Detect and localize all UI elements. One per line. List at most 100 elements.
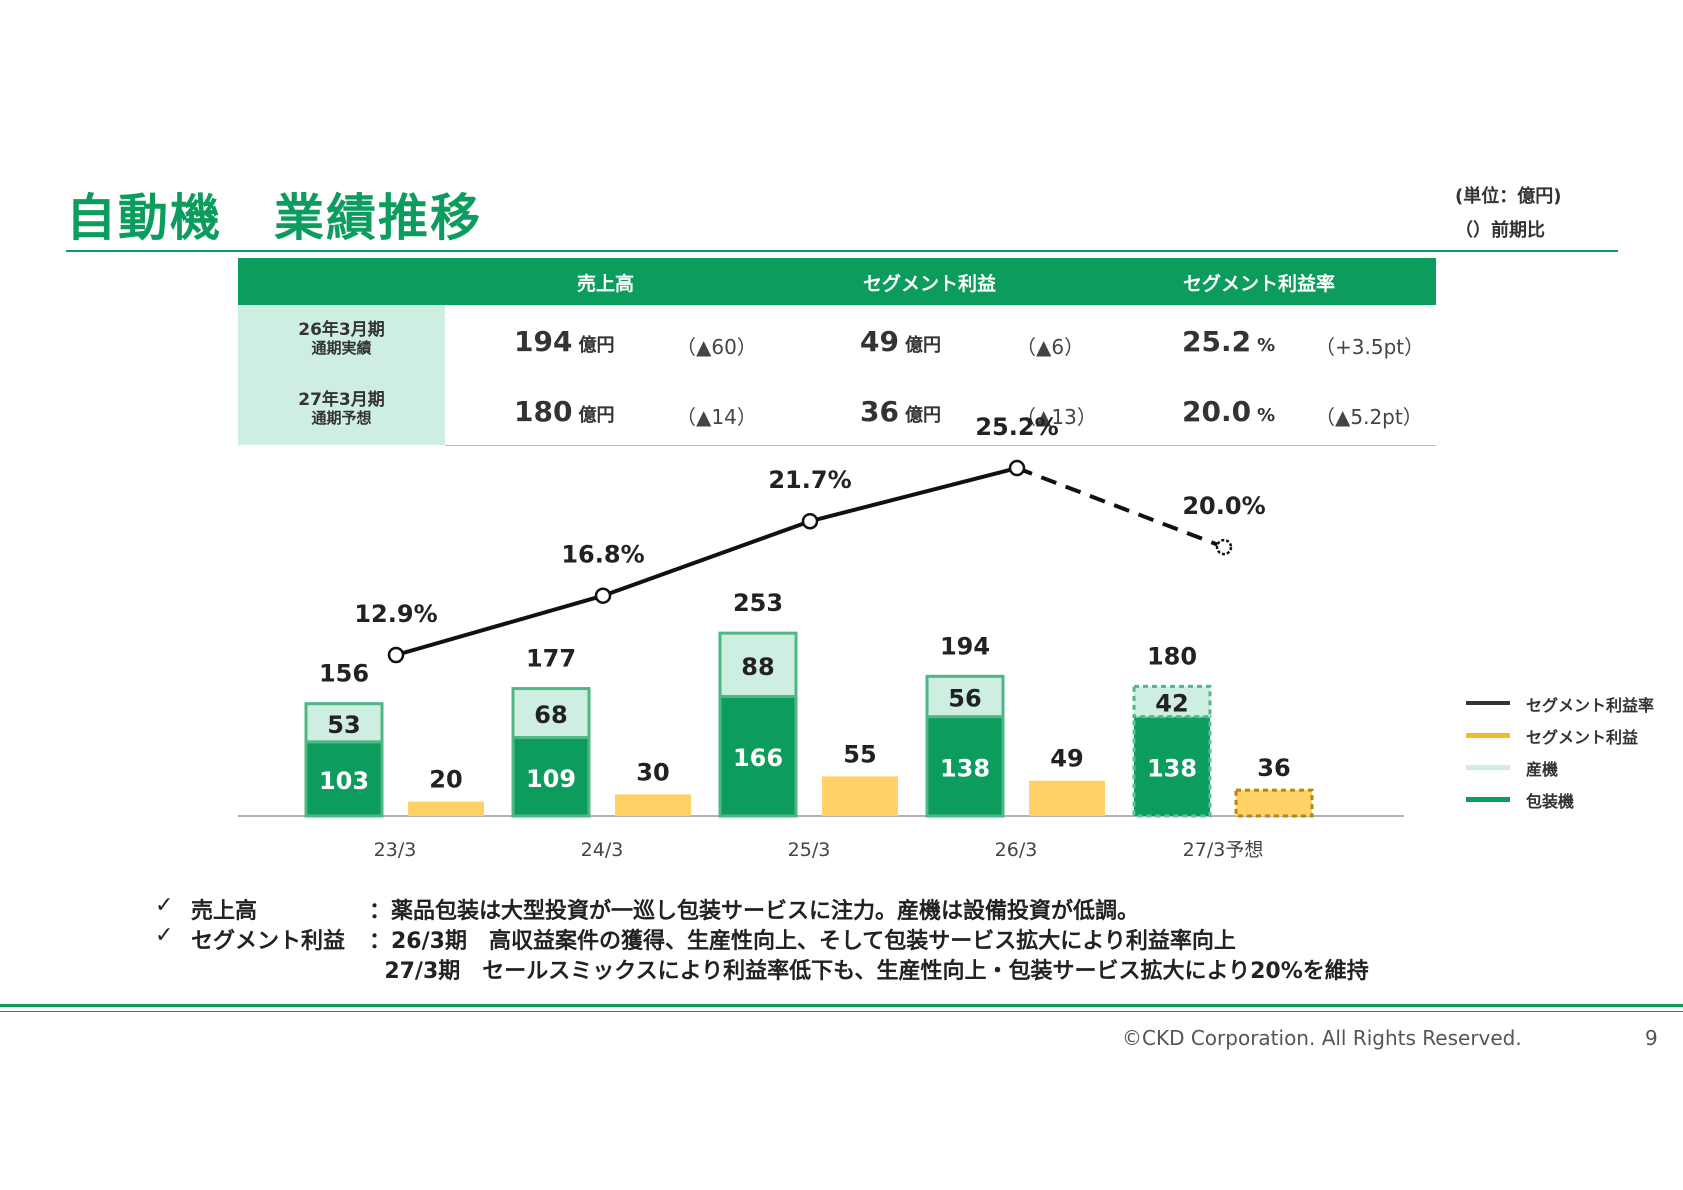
note-text: ：薬品包装は大型投資が一巡し包装サービスに注力。産機は設備投資が低調。	[369, 899, 1140, 924]
profit-diff: （▲13）	[1016, 405, 1097, 429]
data-label-margin: 12.9%	[354, 600, 437, 628]
data-label-profit: 49	[1050, 745, 1083, 773]
sales-value: 194 億円	[514, 325, 615, 358]
legend-swatch	[1466, 701, 1510, 705]
bar-industrial	[925, 674, 1005, 719]
data-label-margin: 20.0%	[1182, 492, 1265, 520]
x-tick-label: 25/3	[788, 839, 831, 861]
sales-diff: （▲14）	[676, 405, 757, 429]
data-label-profit: 55	[843, 740, 876, 768]
col-header-profit: セグメント利益	[863, 273, 997, 295]
bar-profit	[822, 776, 898, 816]
data-label-total: 253	[733, 589, 783, 617]
margin-diff: （▲5.2pt）	[1315, 405, 1423, 429]
summary-table: 売上高 セグメント利益 セグメント利益率 26年3月期 通期実績 194 億円 （…	[238, 258, 1436, 445]
table-bottom-rule	[445, 445, 1436, 446]
x-tick-label: 24/3	[581, 839, 624, 861]
bar-industrial	[304, 702, 384, 744]
legend-label: 産機	[1526, 760, 1559, 779]
data-label-margin: 16.8%	[561, 541, 644, 569]
table-row: 26年3月期 通期実績 194 億円 （▲60） 49 億円 （▲6） 25.2% …	[238, 305, 1436, 375]
copyright: ©CKD Corporation. All Rights Reserved.	[1122, 1026, 1522, 1050]
bar-packaging	[925, 715, 1005, 818]
data-label-margin: 25.2%	[975, 413, 1058, 441]
legend-swatch	[1466, 733, 1510, 738]
legend-label: セグメント利益	[1526, 728, 1639, 747]
row-header: 26年3月期 通期実績	[238, 305, 445, 375]
data-label-packaging: 138	[1147, 754, 1197, 782]
margin-value: 20.0%	[1182, 395, 1276, 428]
bar-profit	[408, 801, 484, 816]
line-point-margin	[387, 646, 405, 664]
profit-diff: （▲6）	[1016, 335, 1085, 359]
footer-rule-thin	[0, 1011, 1683, 1012]
note-label: セグメント利益	[191, 929, 346, 954]
line-point-margin	[1008, 459, 1026, 477]
legend-swatch	[1466, 765, 1510, 770]
table-header: 売上高 セグメント利益 セグメント利益率	[238, 258, 1436, 305]
data-label-profit: 30	[636, 758, 669, 786]
profit-value: 49 億円	[860, 325, 941, 358]
bar-packaging	[511, 736, 591, 818]
data-label-packaging: 103	[319, 767, 369, 795]
line-segment-margin	[395, 466, 1018, 657]
x-tick-label: 27/3予想	[1183, 839, 1264, 861]
bar-profit	[1029, 780, 1105, 816]
table-row: 27年3月期 通期予想 180 億円 （▲14） 36 億円 （▲13） 20.0%…	[238, 375, 1436, 445]
row-kind: 通期予想	[311, 409, 372, 427]
data-label-total: 194	[940, 632, 990, 660]
profit-value: 36 億円	[860, 395, 941, 428]
data-label-packaging: 166	[733, 744, 783, 772]
check-icon: ✓	[155, 893, 174, 918]
data-label-total: 177	[526, 645, 576, 673]
line-point-margin	[801, 512, 819, 530]
page-number: 9	[1645, 1026, 1658, 1050]
data-label-total: 180	[1147, 642, 1197, 670]
unit-line: (単位：億円)	[1455, 186, 1562, 207]
bar-profit	[1234, 788, 1314, 818]
margin-diff: （+3.5pt）	[1315, 335, 1425, 359]
bar-industrial	[511, 687, 591, 740]
row-period: 26年3月期	[298, 320, 385, 340]
note-text: ：26/3期 高収益案件の獲得、生産性向上、そして包装サービス拡大により利益率向…	[369, 929, 1236, 954]
data-label-packaging: 109	[526, 765, 576, 793]
legend-label: セグメント利益率	[1526, 696, 1655, 715]
margin-value: 25.2%	[1182, 325, 1276, 358]
data-label-margin: 21.7%	[768, 466, 851, 494]
legend-label: 包装機	[1526, 792, 1575, 811]
unit-note: (単位：億円) （）前期比	[1455, 180, 1561, 248]
note-label: 売上高	[191, 899, 258, 924]
bar-industrial	[1132, 684, 1212, 719]
legend-swatch	[1466, 797, 1510, 802]
col-header-margin: セグメント利益率	[1183, 273, 1336, 295]
check-icon: ✓	[155, 923, 174, 948]
row-header: 27年3月期 通期予想	[238, 375, 445, 445]
page-title: 自動機 業績推移	[66, 189, 482, 247]
row-period: 27年3月期	[298, 390, 385, 410]
title-divider	[66, 250, 1618, 252]
data-label-packaging: 138	[940, 754, 990, 782]
x-tick-label: 23/3	[374, 839, 417, 861]
line-point-margin	[594, 587, 612, 604]
line-forecast-margin	[1016, 466, 1225, 549]
comparison-note: （）前期比	[1455, 220, 1545, 241]
bar-packaging	[304, 740, 384, 818]
sales-value: 180 億円	[514, 395, 615, 428]
data-label-industrial: 88	[741, 653, 774, 681]
data-label-industrial: 56	[948, 684, 981, 712]
row-kind: 通期実績	[311, 339, 372, 357]
line-point-margin	[1215, 538, 1233, 556]
data-label-profit: 36	[1257, 754, 1290, 782]
bar-profit	[615, 794, 691, 816]
bar-industrial	[718, 631, 798, 698]
note-text: 27/3期 セールスミックスにより利益率低下も、生産性向上・包装サービス拡大によ…	[369, 959, 1369, 984]
x-tick-label: 26/3	[995, 839, 1038, 861]
footer-rule	[0, 1004, 1683, 1007]
data-label-industrial: 42	[1155, 690, 1188, 718]
data-label-industrial: 68	[534, 701, 567, 729]
sales-diff: （▲60）	[676, 335, 757, 359]
data-label-total: 156	[319, 660, 369, 688]
col-header-sales: 売上高	[577, 273, 635, 295]
data-label-profit: 20	[429, 766, 462, 794]
